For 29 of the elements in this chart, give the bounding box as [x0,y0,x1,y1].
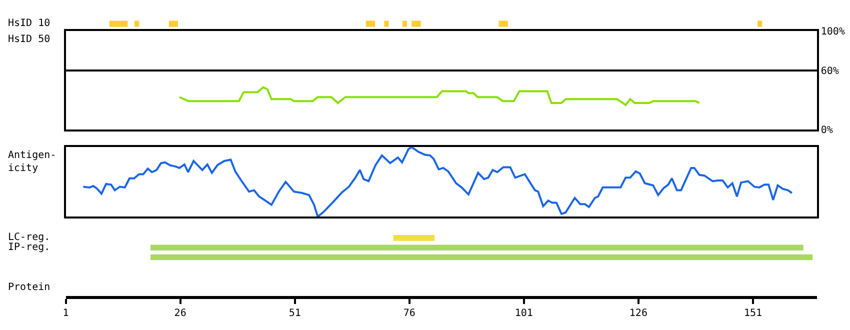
y-tick-label: 60% [820,66,839,78]
y-axis-title: Antigen- icity [8,150,56,174]
bar [150,254,813,260]
x-tick-label: 51 [288,308,301,319]
y-tick-label: 0% [820,125,833,136]
bar [134,20,140,27]
bar [384,20,389,27]
bar [758,20,762,27]
y-tick-label: 100% [820,26,845,38]
x-tick-label: 1 [62,308,69,319]
x-tick-label: 126 [629,308,648,319]
x-tick-label: 151 [744,308,762,319]
bar [412,20,421,27]
bar [168,20,178,27]
x-tick-label: 76 [403,308,416,319]
category-label: IP-reg. [8,242,50,253]
line-series [178,86,700,106]
x-tick-label: 101 [514,308,533,319]
x-axis-title: Protein [8,282,50,293]
category-label: HsID 10 [8,18,50,29]
bar [366,20,376,27]
x-tick-label: 26 [174,308,186,319]
y-axis-title: HsID 50 [8,34,50,45]
bar [393,235,435,241]
bar [109,20,128,27]
category-label: LC-reg. [8,232,50,243]
bar [402,20,408,27]
bar [150,244,804,251]
bar [498,20,508,27]
